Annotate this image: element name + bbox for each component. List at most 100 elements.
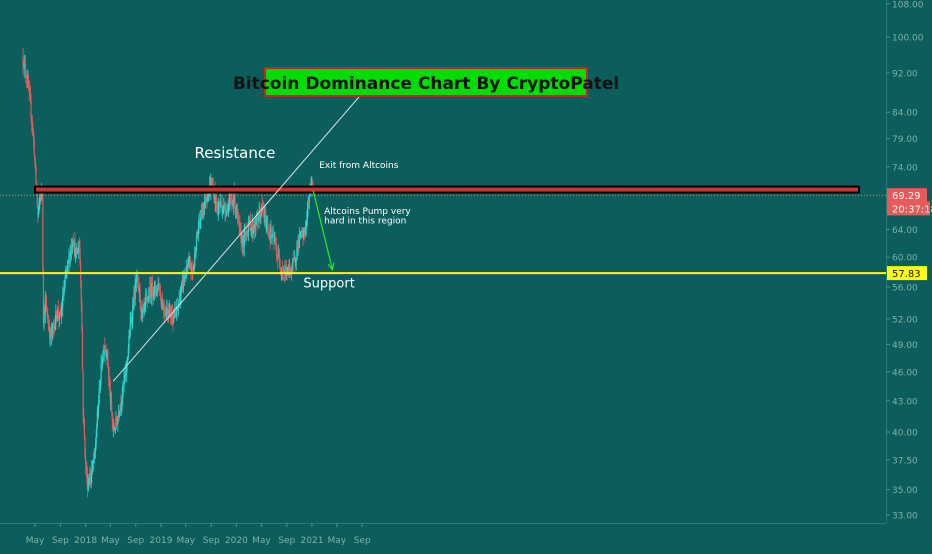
- candle-body: [293, 257, 296, 261]
- candle-body: [174, 309, 177, 313]
- y-tick-label: 92.00: [892, 70, 918, 80]
- candle-body: [58, 316, 60, 319]
- candle-body: [83, 420, 85, 437]
- candle-body: [144, 302, 146, 304]
- candle-body: [59, 311, 61, 314]
- candle-body: [90, 475, 92, 480]
- candle-body: [288, 266, 290, 271]
- candle-body: [192, 269, 194, 271]
- candle-body: [181, 279, 183, 284]
- candle-body: [233, 193, 235, 201]
- candle-body: [88, 483, 90, 485]
- price-label-box: [887, 266, 927, 281]
- candle-body: [140, 302, 142, 311]
- candle-body: [82, 370, 84, 415]
- candle-body: [289, 265, 291, 271]
- candle-body: [169, 307, 171, 309]
- candle-body: [281, 270, 283, 273]
- x-tick-label: Sep: [127, 536, 144, 546]
- candle-body: [267, 224, 269, 233]
- annotation-exit: Exit from Altcoins: [319, 161, 399, 171]
- candle-body: [176, 306, 178, 313]
- candle-body: [111, 401, 113, 413]
- candle-body: [269, 234, 271, 240]
- price-label-box: [887, 188, 927, 203]
- candle-body: [246, 232, 248, 235]
- candle-body: [134, 284, 136, 300]
- candle-body: [156, 284, 159, 287]
- candle-body: [200, 209, 203, 218]
- x-tick-label: Sep: [203, 536, 220, 546]
- candle-body: [264, 213, 266, 218]
- candle-body: [245, 232, 247, 235]
- candle-body: [24, 63, 27, 73]
- trendline: [112, 86, 368, 382]
- candle-body: [68, 257, 70, 261]
- candle-body: [273, 235, 275, 242]
- title-box-background: [264, 67, 588, 97]
- candle-body: [55, 310, 58, 319]
- candle-body: [39, 197, 41, 200]
- candle-body: [301, 230, 303, 234]
- candle-body: [77, 248, 79, 251]
- candle-body: [81, 332, 84, 371]
- candle-body: [33, 140, 35, 156]
- x-tick-label: May: [176, 536, 195, 546]
- candle-body: [54, 323, 56, 331]
- candle-body: [284, 269, 286, 274]
- x-tick-label: 2018: [74, 536, 97, 546]
- candle-body: [230, 199, 232, 200]
- candle-body: [96, 426, 98, 437]
- candle-body: [139, 289, 141, 303]
- y-tick-label: 84.00: [892, 109, 918, 119]
- candle-body: [170, 316, 172, 317]
- candle-body: [261, 206, 263, 208]
- candle-body: [80, 280, 82, 304]
- candle-body: [287, 266, 289, 268]
- candle-body: [35, 165, 37, 183]
- candle-body: [97, 407, 99, 412]
- candle-body: [254, 219, 256, 230]
- candle-body: [140, 306, 142, 311]
- candle-body: [109, 389, 111, 404]
- candle-body: [285, 269, 287, 271]
- candle-body: [67, 260, 69, 262]
- candle-body: [113, 426, 115, 431]
- candle-body: [145, 296, 147, 298]
- candle-body: [104, 349, 107, 351]
- candle-body: [200, 209, 202, 221]
- candle-body: [291, 267, 293, 269]
- arrow-line: [312, 190, 334, 270]
- candle-body: [189, 260, 191, 261]
- x-tick-label: 2019: [150, 536, 173, 546]
- candle-body: [37, 209, 40, 216]
- candle-body: [213, 191, 216, 199]
- candle-body: [87, 483, 89, 490]
- candle-body: [228, 204, 230, 213]
- candle-body: [265, 215, 267, 228]
- candle-body: [165, 310, 167, 316]
- candle-body: [121, 397, 123, 402]
- candle-body: [236, 208, 239, 216]
- candle-body: [91, 462, 94, 470]
- candle-body: [203, 201, 206, 209]
- candle-body: [155, 285, 157, 292]
- candle-body: [75, 251, 77, 258]
- candle-body: [101, 363, 103, 367]
- candle-body: [80, 263, 82, 281]
- candle-body: [306, 208, 309, 220]
- candle-body: [279, 265, 281, 270]
- candle-body: [89, 476, 91, 485]
- candle-body: [47, 323, 50, 325]
- candle-body: [142, 307, 144, 312]
- candle-body: [146, 297, 149, 300]
- candle-body: [72, 242, 74, 244]
- candle-body: [225, 212, 227, 215]
- candle-body: [182, 275, 185, 287]
- candle-body: [93, 460, 95, 462]
- x-tick-label: Sep: [278, 536, 295, 546]
- candle-body: [214, 191, 216, 205]
- candle-body: [272, 233, 274, 237]
- candle-body: [30, 100, 32, 117]
